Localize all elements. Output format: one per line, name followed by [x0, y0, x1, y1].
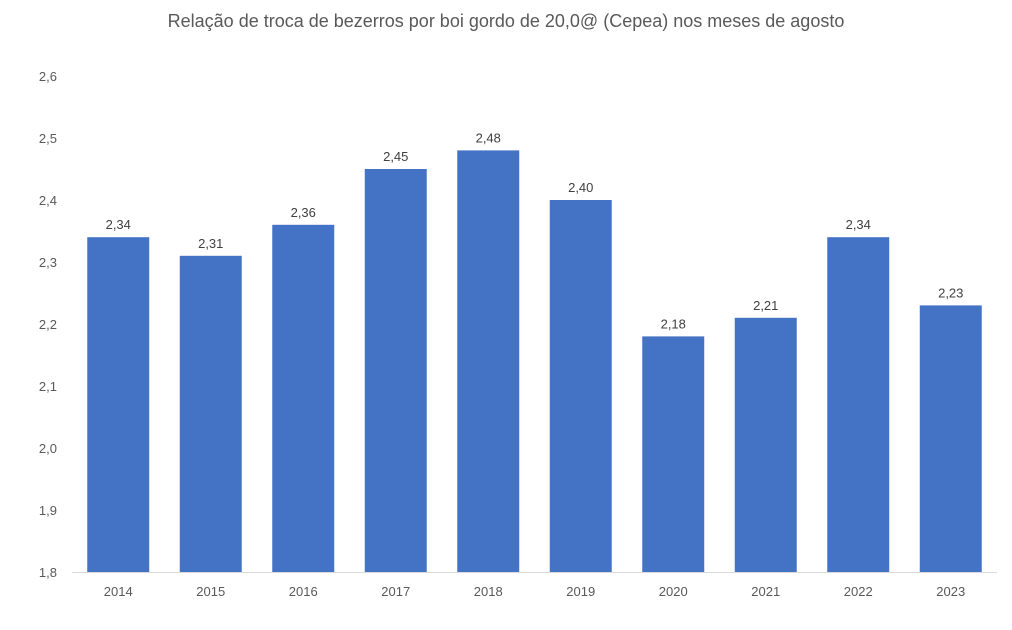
x-tick-label: 2017: [381, 584, 410, 599]
x-tick-label: 2016: [289, 584, 318, 599]
bar: [364, 169, 427, 572]
y-tick-label: 1,8: [39, 565, 57, 580]
y-tick-label: 2,6: [39, 69, 57, 84]
bar: [272, 224, 335, 573]
x-tick-label: 2023: [936, 584, 965, 599]
y-tick-label: 1,9: [39, 503, 57, 518]
chart-title: Relação de troca de bezerros por boi gor…: [167, 11, 845, 31]
data-label: 2,34: [846, 217, 871, 232]
x-tick-label: 2014: [104, 584, 133, 599]
bar: [734, 317, 797, 572]
bar: [642, 336, 705, 572]
x-tick-label: 2018: [474, 584, 503, 599]
bar: [919, 305, 982, 572]
data-label: 2,45: [383, 149, 408, 164]
y-tick-label: 2,5: [39, 131, 57, 146]
data-label: 2,40: [568, 180, 593, 195]
data-label: 2,23: [938, 285, 963, 300]
x-tick-label: 2020: [659, 584, 688, 599]
data-label: 2,36: [291, 205, 316, 220]
bar: [457, 150, 520, 572]
data-label: 2,31: [198, 236, 223, 251]
y-tick-label: 2,4: [39, 193, 57, 208]
y-tick-label: 2,0: [39, 441, 57, 456]
data-label: 2,18: [661, 316, 686, 331]
bar: [549, 200, 612, 572]
data-label: 2,34: [106, 217, 131, 232]
x-tick-label: 2022: [844, 584, 873, 599]
data-label: 2,48: [476, 130, 501, 145]
x-tick-label: 2015: [196, 584, 225, 599]
x-tick-label: 2019: [566, 584, 595, 599]
x-tick-label: 2021: [751, 584, 780, 599]
data-label: 2,21: [753, 298, 778, 313]
bar: [827, 237, 890, 572]
bar: [179, 255, 242, 573]
y-tick-label: 2,2: [39, 317, 57, 332]
y-tick-label: 2,3: [39, 255, 57, 270]
y-tick-label: 2,1: [39, 379, 57, 394]
bar: [87, 237, 150, 572]
